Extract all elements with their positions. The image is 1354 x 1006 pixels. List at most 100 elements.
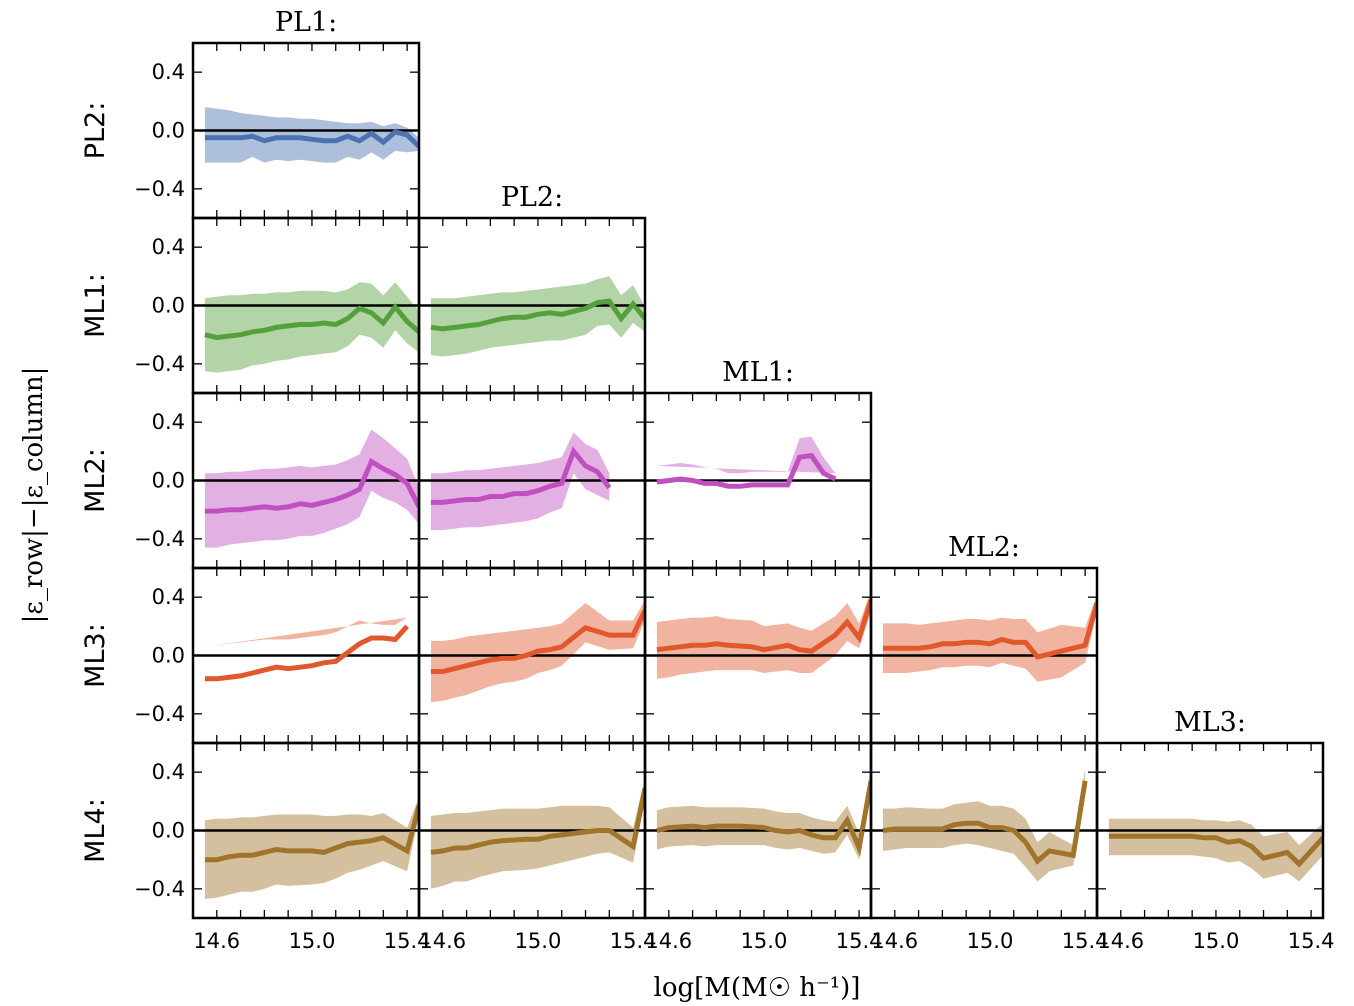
mean-line-ml1 (204, 302, 419, 341)
panel-plot-area (193, 429, 419, 548)
y-tick-label: 0.4 (152, 760, 185, 784)
panel-plot-area (419, 432, 645, 531)
panel-plot-area (193, 797, 419, 899)
panel-ml4-ml3: 14.6 15.0 15.4 (1095, 741, 1334, 953)
panel-ml4-pl2: 14.6 15.0 15.4 (417, 741, 657, 953)
panel-plot-area (419, 276, 645, 357)
mean-line-ml3 (204, 624, 409, 682)
x-tick-label: 15.0 (289, 929, 336, 953)
column-title-ml1: ML1: (722, 357, 794, 388)
mean-line-pl2 (204, 129, 419, 149)
y-tick-label: 0.0 (152, 119, 185, 143)
mean-line-ml3 (430, 609, 645, 674)
scatter-band (204, 617, 408, 647)
row-label-ml1: ML1: (80, 273, 111, 338)
panel-plot-area (419, 778, 645, 889)
panel-ml4-ml2: 14.6 15.0 15.4 (869, 741, 1109, 953)
panel-ml2-pl2 (417, 391, 647, 570)
y-tick-label: 0.4 (152, 235, 185, 259)
panel-ml1-pl2 (417, 216, 647, 395)
y-tick-label: 0.0 (152, 644, 185, 668)
y-tick-label: −0.4 (134, 177, 185, 201)
scatter-band (204, 282, 419, 373)
x-tick-label: 15.4 (384, 929, 431, 953)
scatter-band (204, 797, 419, 899)
panel-plot-area (1097, 818, 1323, 882)
x-tick-label: 14.6 (193, 929, 240, 953)
mean-line-ml2 (656, 453, 837, 489)
column-title-ml3: ML3: (1174, 707, 1246, 738)
mean-line-ml4 (656, 780, 871, 857)
row-labels: PL2: ML1: ML2: ML3: ML4: (80, 102, 111, 863)
panel-ml3-pl1: −0.4 0.0 0.4 (134, 566, 421, 745)
y-tick-label: −0.4 (134, 702, 185, 726)
panel-grid: −0.4 0.0 0.4 −0.4 0.0 0.4 −0.4 0.0 0.4 −0.4 0.0 0.4… (134, 41, 1334, 953)
y-axis-title: |ε_row|−|ε_column| (19, 367, 49, 624)
mean-line-ml3 (882, 602, 1097, 660)
scatter-band (882, 594, 1097, 682)
panel-ml1-pl1: −0.4 0.0 0.4 (134, 216, 421, 395)
x-tick-label: 15.0 (967, 929, 1014, 953)
y-tick-label: −0.4 (134, 352, 185, 376)
x-tick-label: 14.6 (871, 929, 918, 953)
y-tick-label: 0.4 (152, 410, 185, 434)
panel-plot-area (193, 617, 419, 682)
x-tick-label: 15.4 (836, 929, 883, 953)
panel-ml2-ml1 (643, 391, 873, 570)
x-tick-label: 14.6 (645, 929, 692, 953)
y-tick-label: −0.4 (134, 527, 185, 551)
scatter-band (1108, 818, 1323, 882)
row-label-ml3: ML3: (80, 623, 111, 688)
panel-plot-area (193, 282, 419, 373)
scatter-band (656, 436, 836, 474)
mean-line-ml2 (204, 457, 419, 514)
y-axis-label: |ε_row|−|ε_column| (19, 367, 49, 624)
x-tick-label: 15.0 (515, 929, 562, 953)
y-tick-label: 0.0 (152, 819, 185, 843)
scatter-band (656, 591, 871, 679)
mean-line-ml3 (656, 599, 871, 654)
mean-line-ml4 (204, 805, 419, 863)
panel-plot-area (871, 769, 1097, 882)
y-tick-label: −0.4 (134, 877, 185, 901)
mean-line-ml4 (1108, 833, 1323, 868)
y-tick-label: 0.4 (152, 60, 185, 84)
scatter-band (656, 769, 871, 860)
x-tick-label: 14.6 (419, 929, 466, 953)
x-tick-label: 15.4 (610, 929, 657, 953)
column-title-ml2: ML2: (948, 532, 1020, 563)
panel-pl2-pl1: −0.4 0.0 0.4 (134, 41, 421, 220)
y-tick-label: 0.0 (152, 294, 185, 318)
panel-plot-area (419, 600, 645, 703)
panel-ml3-ml1 (643, 566, 873, 745)
y-tick-label: 0.4 (152, 585, 185, 609)
row-label-pl2: PL2: (80, 102, 111, 160)
column-titles: PL1: PL2: ML1: ML2: ML3: (275, 7, 1246, 738)
panel-ml3-pl2 (417, 566, 647, 745)
panel-plot-area (645, 591, 871, 679)
panel-ml2-pl1: −0.4 0.0 0.4 (134, 391, 421, 570)
panel-plot-area (871, 594, 1097, 682)
column-title-pl2: PL2: (501, 182, 563, 213)
row-label-ml2: ML2: (80, 448, 111, 513)
scatter-band (204, 429, 419, 548)
scatter-band (204, 107, 419, 163)
row-label-ml4: ML4: (80, 798, 111, 863)
panel-ml3-ml2 (869, 566, 1099, 745)
x-tick-label: 15.0 (1193, 929, 1240, 953)
x-tick-label: 15.4 (1062, 929, 1109, 953)
panel-ml4-ml1: 14.6 15.0 15.4 (643, 741, 883, 953)
x-axis-label: log[M(M☉ h⁻¹)] (654, 973, 861, 1003)
mean-line-ml2 (430, 446, 612, 505)
panel-plot-area (193, 107, 419, 163)
x-tick-label: 14.6 (1097, 929, 1144, 953)
mean-line-ml4 (882, 780, 1088, 865)
scatter-band (430, 778, 645, 889)
x-tick-label: 15.0 (741, 929, 788, 953)
y-tick-label: 0.0 (152, 469, 185, 493)
mean-line-ml1 (430, 298, 645, 332)
panel-plot-area (645, 436, 871, 489)
mean-line-ml4 (430, 787, 645, 855)
panel-plot-area (645, 769, 871, 860)
